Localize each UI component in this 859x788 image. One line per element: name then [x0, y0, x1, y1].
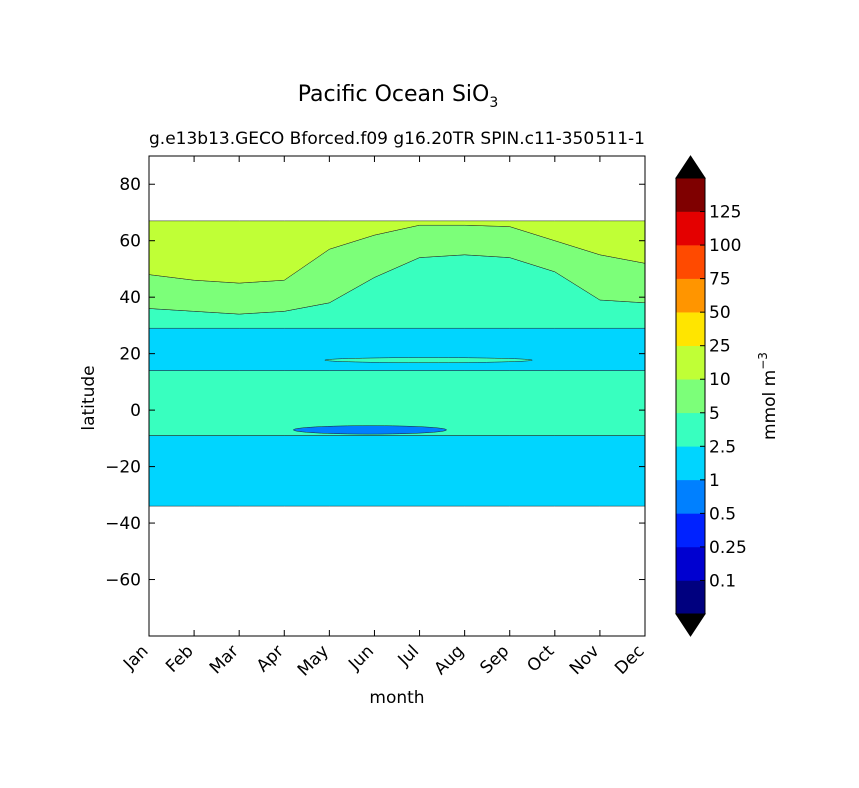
- colorbar-segment-6: [676, 379, 705, 414]
- chart-subtitle-right: 511-1: [596, 129, 645, 149]
- x-tick-label: Aug: [431, 641, 469, 679]
- colorbar-label: mmol m−3: [756, 352, 780, 440]
- colorbar-segment-3: [676, 479, 705, 514]
- x-tick-label: Oct: [523, 641, 558, 676]
- y-tick-label: 80: [119, 175, 141, 195]
- colorbar-segment-2: [676, 513, 705, 548]
- colorbar-frame: [675, 177, 706, 615]
- y-tick-label: 60: [119, 232, 141, 252]
- x-tick-label: Sep: [476, 641, 513, 678]
- x-tick-label: Dec: [611, 641, 648, 678]
- x-tick-label: Nov: [566, 641, 604, 679]
- colorbar-tick-label: 2.5: [709, 437, 736, 457]
- contour-feature-0: [293, 425, 447, 435]
- colorbar-segment-0: [676, 580, 705, 615]
- x-tick-label: Jul: [394, 641, 423, 670]
- x-tick-label: Feb: [162, 641, 197, 676]
- chart-subtitle-left: g.e13b13.GECO Bforced.f09 g16.20TR SPIN.…: [149, 129, 594, 149]
- x-tick-label: Jan: [119, 641, 152, 674]
- colorbar-segment-12: [676, 178, 705, 212]
- colorbar-segment-5: [676, 412, 705, 447]
- y-axis-ticks: 80 60 40 20 0 −20 −40 −60: [105, 175, 645, 591]
- y-tick-label: 20: [119, 345, 141, 365]
- colorbar-tick-label: 1: [709, 471, 720, 491]
- colorbar-tick-label: 75: [709, 270, 731, 290]
- colorbar-segment-8: [676, 312, 705, 346]
- colorbar-tick-label: 0.25: [709, 538, 747, 558]
- colorbar-extend-max: [675, 155, 706, 179]
- colorbar-tick-label: 100: [709, 236, 741, 256]
- y-tick-label: 40: [119, 288, 141, 308]
- y-tick-label: −40: [105, 514, 141, 534]
- colorbar-segment-4: [676, 446, 705, 481]
- y-axis-label: latitude: [79, 365, 99, 430]
- contour-feature-1: [324, 357, 533, 363]
- colorbar-tick-label: 5: [709, 404, 720, 424]
- plot-area: 80 60 40 20 0 −20 −40 −60 Jan Feb Mar Apr May Jun Jul…: [105, 155, 649, 680]
- contour-band-2: [148, 327, 646, 371]
- colorbar-tick-label: 125: [709, 203, 741, 223]
- x-axis-label: month: [369, 688, 424, 708]
- contour-features: [293, 357, 533, 435]
- y-tick-label: −20: [105, 458, 141, 478]
- x-tick-label: Jun: [344, 641, 378, 675]
- x-tick-label: Apr: [253, 641, 288, 676]
- contour-band-0: [148, 435, 646, 507]
- y-tick-label: −60: [105, 571, 141, 591]
- colorbar-segment-1: [676, 546, 705, 581]
- colorbar: 0.1 0.25 0.5 1 2.5 5 10 25 50 75 100 125: [675, 155, 747, 637]
- x-tick-label: Mar: [206, 641, 243, 678]
- colorbar-tick-label: 25: [709, 337, 731, 357]
- colorbar-tick-label: 50: [709, 303, 731, 323]
- colorbar-tick-label: 0.5: [709, 504, 736, 524]
- colorbar-segment-7: [676, 345, 705, 380]
- contour-bands: [148, 220, 646, 507]
- colorbar-tick-label: 10: [709, 370, 731, 390]
- colorbar-segment-9: [676, 278, 705, 313]
- y-tick-label: 0: [130, 401, 141, 421]
- x-tick-label: May: [294, 641, 333, 680]
- colorbar-tick-label: 0.1: [709, 571, 736, 591]
- colorbar-extend-min: [675, 613, 706, 637]
- colorbar-segment-10: [676, 245, 705, 279]
- chart-title: Pacific Ocean SiO3: [298, 82, 499, 111]
- plot-frame: [148, 155, 646, 637]
- colorbar-segment-11: [676, 211, 705, 246]
